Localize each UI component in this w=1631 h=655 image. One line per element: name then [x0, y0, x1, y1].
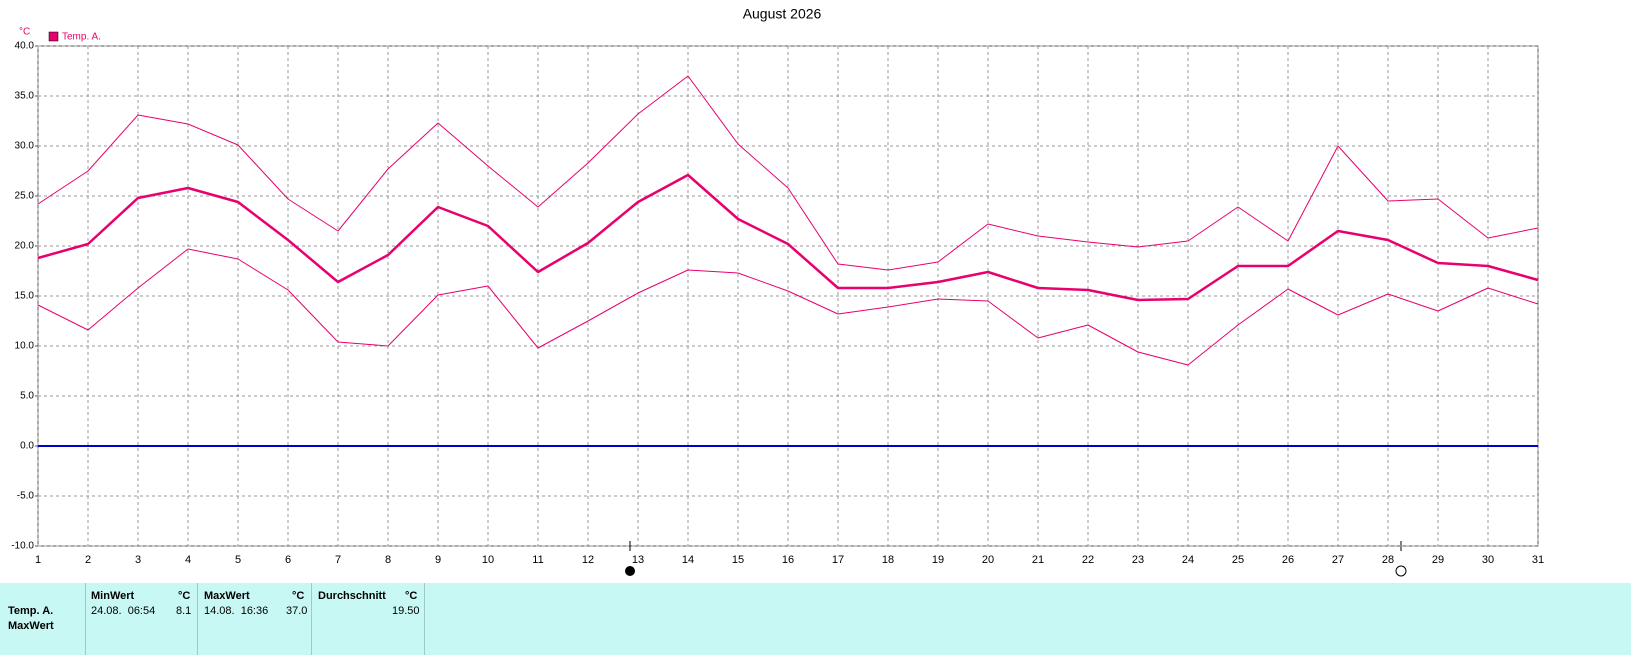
- x-tick-label: 23: [1132, 554, 1144, 566]
- chart: August 2026 °C -10.0 -5.0 0.0 5.0 10.0 15.0 20…: [11, 6, 1544, 577]
- full-moon: [1395, 565, 1407, 577]
- x-tick-label: 25: [1232, 554, 1244, 566]
- line-values: [37, 173, 1539, 302]
- x-tick-label: 2: [85, 554, 91, 566]
- row-label: MaxWert: [8, 620, 54, 632]
- line-low: [37, 248, 1539, 366]
- header: °C: [292, 590, 305, 602]
- x-tick-label: 12: [582, 554, 594, 566]
- separator: [85, 583, 86, 655]
- x-tick-label: 21: [1032, 554, 1044, 566]
- y-tick-label: -10.0: [11, 541, 34, 552]
- header: Durchschnitt: [318, 590, 386, 602]
- x-tick-label: 3: [135, 554, 141, 566]
- header: MinWert: [91, 590, 135, 602]
- chart-title: August 2026: [743, 6, 822, 22]
- y-tick-label: 30.0: [15, 141, 35, 152]
- x-tick-label: 5: [235, 554, 241, 566]
- x-tick-label: 10: [482, 554, 494, 566]
- x-tick-label: 22: [1082, 554, 1094, 566]
- x-tick-label: 17: [832, 554, 844, 566]
- x-tick-label: 8: [385, 554, 391, 566]
- y-tick-label: 40.0: [15, 41, 35, 52]
- x-tick-label: 24: [1182, 554, 1194, 566]
- cell: 37.0: [286, 605, 308, 617]
- y-tick-label: 20.0: [15, 241, 35, 252]
- header: °C: [405, 590, 418, 602]
- y-tick-label: 15.0: [15, 291, 35, 302]
- new-moon: [625, 566, 635, 576]
- legend-swatch: [48, 31, 59, 42]
- header: MaxWert: [204, 590, 250, 602]
- stats-table: MinWert °C MaxWert °C Durchschnitt °C Te…: [0, 583, 1631, 655]
- cell: 19.50: [392, 605, 420, 617]
- x-tick-label: 19: [932, 554, 944, 566]
- separator: [197, 583, 198, 655]
- y-tick-label: 0.0: [20, 441, 34, 452]
- x-tick-label: 14: [682, 554, 694, 566]
- x-tick-label: 16: [782, 554, 794, 566]
- row-label: Temp. A.: [8, 605, 54, 617]
- x-tick-label: 15: [732, 554, 744, 566]
- cell: 8.1: [176, 605, 192, 617]
- y-tick-label: -5.0: [17, 491, 35, 502]
- y-tick-label: 5.0: [20, 391, 34, 402]
- separator: [311, 583, 312, 655]
- x-tick-label: 29: [1432, 554, 1444, 566]
- x-tick-label: 30: [1482, 554, 1494, 566]
- separator: [424, 583, 425, 655]
- x-tick-label: 1: [35, 554, 41, 566]
- cell: 24.08. 06:54: [91, 605, 156, 617]
- y-tick-label: 10.0: [15, 341, 35, 352]
- x-tick-label: 27: [1332, 554, 1344, 566]
- cell: 14.08. 16:36: [204, 605, 269, 617]
- x-tick-label: 6: [285, 554, 291, 566]
- x-tick-label: 31: [1532, 554, 1544, 566]
- x-tick-label: 7: [335, 554, 341, 566]
- moon-phases: [625, 541, 1407, 577]
- x-tick-label: 26: [1282, 554, 1294, 566]
- header: °C: [178, 590, 191, 602]
- y-unit: °C: [19, 27, 30, 38]
- x-tick-label: 11: [532, 554, 543, 566]
- x-tick-label: 4: [185, 554, 191, 566]
- x-tick-label: 9: [435, 554, 441, 566]
- line-high: [37, 75, 1539, 271]
- x-tick-label: 13: [632, 554, 644, 566]
- legend-label: Temp. A.: [62, 32, 101, 43]
- y-tick-label: 25.0: [15, 191, 35, 202]
- x-tick-label: 18: [882, 554, 894, 566]
- x-tick-label: 28: [1382, 554, 1394, 566]
- y-tick-label: 35.0: [15, 91, 35, 102]
- x-tick-label: 20: [982, 554, 994, 566]
